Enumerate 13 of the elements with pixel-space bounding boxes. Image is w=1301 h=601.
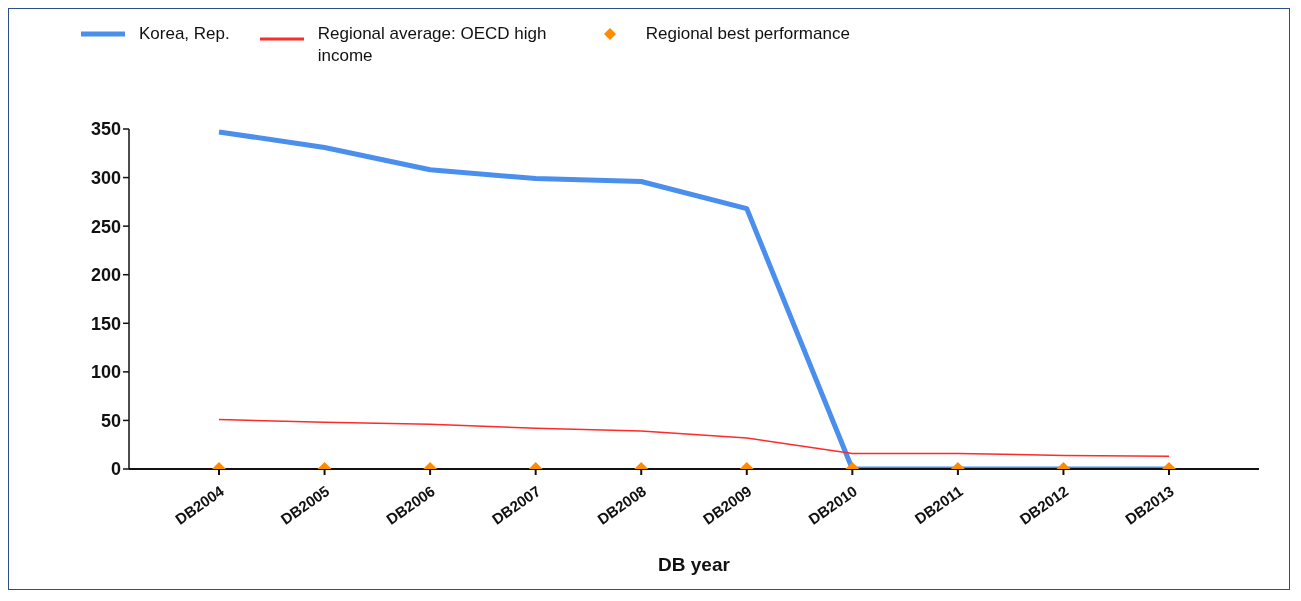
y-tick-label: 50 [100,410,121,431]
legend-label: Korea, Rep. [139,23,230,45]
x-axis-title: DB year [658,554,731,575]
y-tick-label: 100 [90,362,121,383]
line-series [218,418,1170,458]
y-tick-label: 0 [110,459,121,480]
legend-label: Regional best performance [645,23,850,45]
legend-label: Regional average: OECD high income [317,23,548,67]
y-tick-label: 200 [90,265,121,286]
y-tick-label: 350 [90,119,121,140]
y-tick-label: 300 [90,167,121,188]
y-tick-label: 150 [90,313,121,334]
y-tick-label: 250 [90,216,121,237]
